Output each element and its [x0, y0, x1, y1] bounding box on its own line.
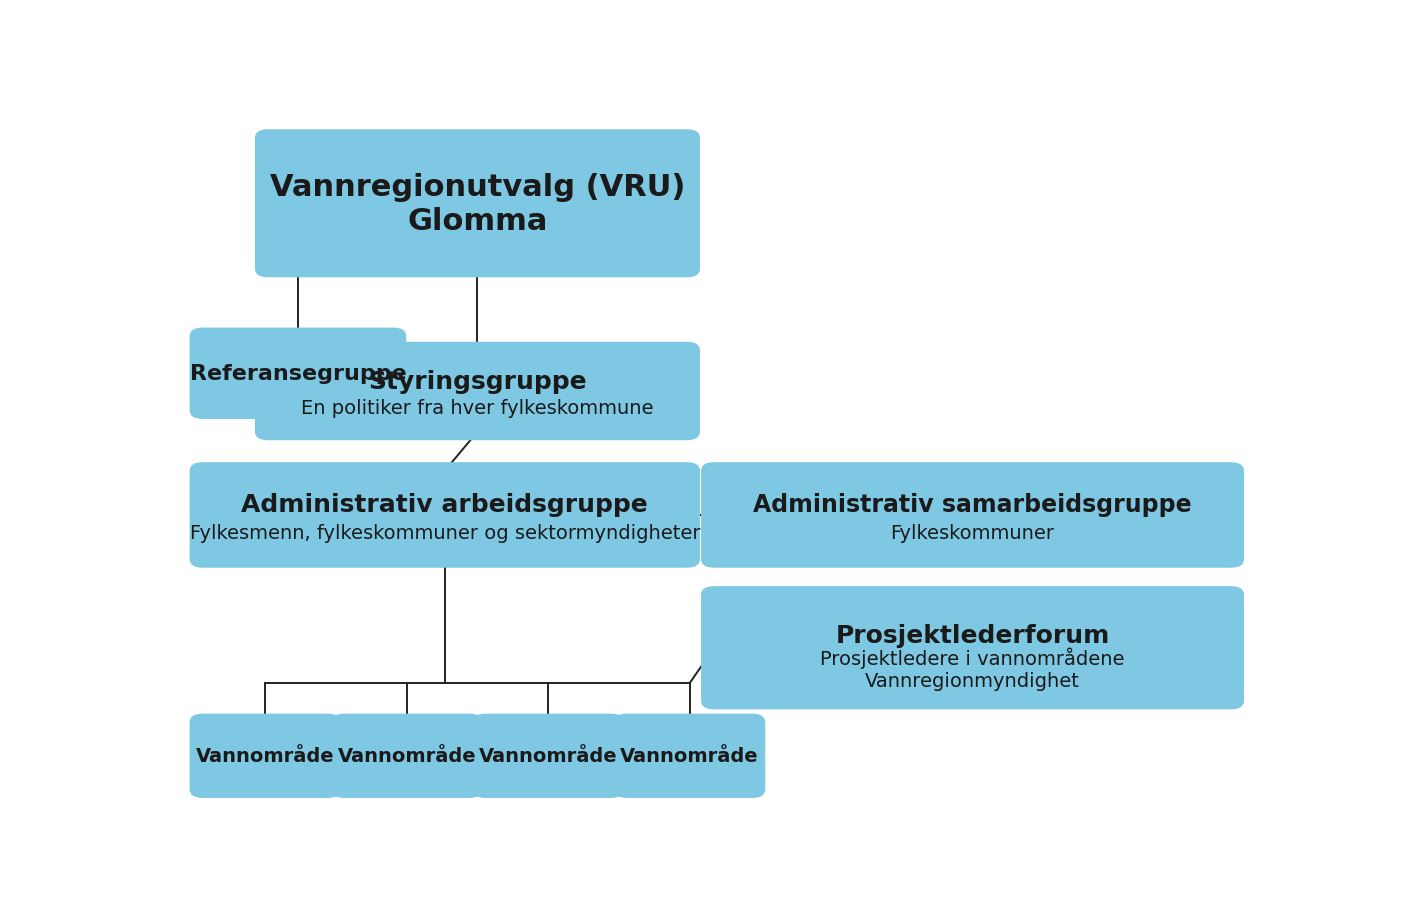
- Text: Styringsgruppe: Styringsgruppe: [368, 369, 587, 393]
- Text: Vannområde: Vannområde: [479, 746, 618, 766]
- Text: Fylkesmenn, fylkeskommuner og sektormyndigheter: Fylkesmenn, fylkeskommuner og sektormynd…: [190, 524, 701, 542]
- Text: Referansegruppe: Referansegruppe: [190, 364, 406, 384]
- Text: Administrativ samarbeidsgruppe: Administrativ samarbeidsgruppe: [753, 493, 1192, 516]
- FancyBboxPatch shape: [701, 586, 1244, 709]
- FancyBboxPatch shape: [701, 462, 1244, 568]
- Text: Administrativ arbeidsgruppe: Administrativ arbeidsgruppe: [241, 493, 649, 516]
- Text: Vannområde: Vannområde: [621, 746, 760, 766]
- FancyBboxPatch shape: [331, 714, 483, 798]
- Text: Prosjektledere i vannområdene
Vannregionmyndighet: Prosjektledere i vannområdene Vannregion…: [820, 647, 1125, 690]
- Text: En politiker fra hver fylkeskommune: En politiker fra hver fylkeskommune: [302, 398, 654, 417]
- Text: Vannregionutvalg (VRU)
Glomma: Vannregionutvalg (VRU) Glomma: [270, 173, 685, 235]
- FancyBboxPatch shape: [190, 462, 701, 568]
- FancyBboxPatch shape: [190, 328, 406, 419]
- FancyBboxPatch shape: [614, 714, 765, 798]
- FancyBboxPatch shape: [190, 714, 341, 798]
- FancyBboxPatch shape: [256, 343, 701, 441]
- Text: Fylkeskommuner: Fylkeskommuner: [890, 524, 1054, 542]
- FancyBboxPatch shape: [473, 714, 623, 798]
- FancyBboxPatch shape: [256, 130, 701, 278]
- Text: Vannområde: Vannområde: [197, 746, 334, 766]
- Text: Vannområde: Vannområde: [337, 746, 476, 766]
- Text: Prosjektlederforum: Prosjektlederforum: [835, 623, 1109, 647]
